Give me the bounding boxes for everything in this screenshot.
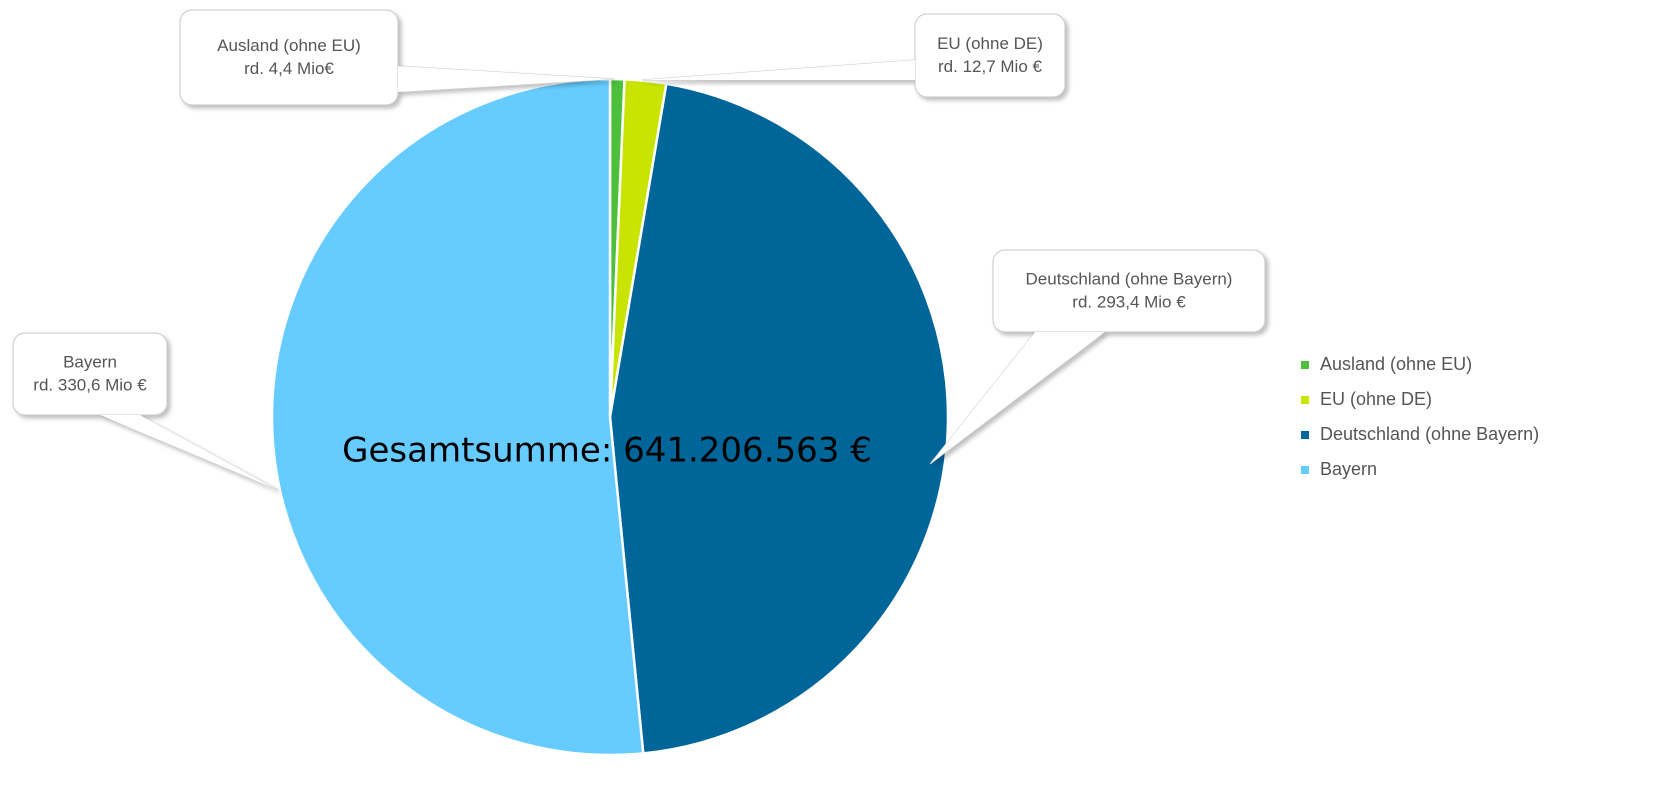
legend-swatch xyxy=(1301,396,1309,404)
legend-label: Deutschland (ohne Bayern) xyxy=(1320,424,1539,444)
legend-swatch xyxy=(1301,466,1309,474)
callout-category: Deutschland (ohne Bayern) xyxy=(1026,269,1233,288)
data-label: rd. 4,4 Mio€ xyxy=(244,59,334,78)
pie xyxy=(270,77,950,757)
callout-box xyxy=(12,332,168,416)
data-label: rd. 293,4 Mio € xyxy=(1072,292,1186,311)
callout-pointer-fill xyxy=(100,415,278,490)
pie-slice xyxy=(270,77,645,757)
callouts: Ausland (ohne EU) rd. 4,4 Mio€ EU (ohne DE… xyxy=(12,9,1266,491)
legend-label: EU (ohne DE) xyxy=(1320,389,1432,409)
callout-box xyxy=(179,9,399,106)
callout-box xyxy=(992,249,1266,333)
legend: Ausland (ohne EU) EU (ohne DE) Deutschland… xyxy=(1301,354,1539,479)
data-label: rd. 330,6 Mio € xyxy=(33,375,147,394)
callout-pointer-fill xyxy=(398,66,614,92)
callout-pointer-fill xyxy=(930,332,1105,464)
callout-pointer-fill xyxy=(642,60,915,80)
legend-swatch xyxy=(1301,431,1309,439)
pie-slice xyxy=(608,82,950,755)
data-label: rd. 12,7 Mio € xyxy=(938,57,1042,76)
legend-label: Bayern xyxy=(1320,459,1377,479)
callout-category: EU (ohne DE) xyxy=(937,34,1043,53)
total-annotation: Gesamtsumme: 641.206.563 € xyxy=(342,431,872,471)
callout-box xyxy=(914,13,1066,98)
callout-category: Ausland (ohne EU) xyxy=(217,36,361,55)
callout-category: Bayern xyxy=(63,352,117,371)
legend-swatch xyxy=(1301,361,1309,369)
legend-label: Ausland (ohne EU) xyxy=(1320,354,1472,374)
